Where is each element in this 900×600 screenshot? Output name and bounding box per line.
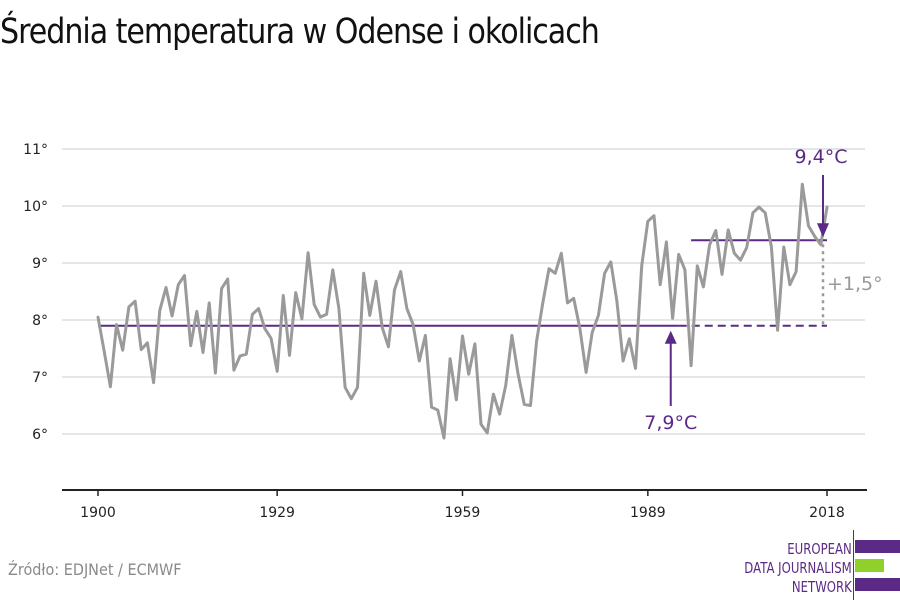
annotation-label-recent-mean: 9,4°C xyxy=(795,146,848,168)
x-tick-label: 1959 xyxy=(445,505,481,521)
annotations: 9,4°C 7,9°C +1,5° xyxy=(644,146,882,434)
annotation-label-difference: +1,5° xyxy=(827,273,883,295)
series-line xyxy=(96,182,829,440)
x-tick-label: 1900 xyxy=(80,505,116,521)
logo-line-1: EUROPEAN xyxy=(787,540,852,558)
x-tick-label: 1929 xyxy=(259,505,295,521)
gridlines xyxy=(62,148,865,435)
logo-divider xyxy=(853,530,854,600)
source-credit: Źródło: EDJNet / ECMWF xyxy=(8,560,182,579)
x-tick-label: 1989 xyxy=(630,505,666,521)
logo-line-3: NETWORK xyxy=(792,578,852,596)
y-tick-label: 6° xyxy=(32,427,48,443)
chart-title: Średnia temperatura w Odense i okolicach xyxy=(0,12,600,52)
x-tick-label: 2018 xyxy=(809,505,845,521)
y-tick-label: 10° xyxy=(23,199,48,215)
logo-line-2: DATA JOURNALISM xyxy=(744,559,852,577)
y-axis-tick-labels: 6° 7° 8° 9° 10° 11° xyxy=(23,142,48,443)
y-tick-label: 11° xyxy=(23,142,48,158)
y-tick-label: 9° xyxy=(32,256,48,272)
x-axis: 1900 1929 1959 1989 2018 xyxy=(62,489,867,521)
logo-bar-middle xyxy=(855,559,884,572)
logo-bar-bottom xyxy=(855,578,900,591)
logo-bar-top xyxy=(855,540,900,553)
arrow-down-icon xyxy=(817,223,829,238)
annotation-label-baseline-mean: 7,9°C xyxy=(644,412,697,434)
y-tick-label: 7° xyxy=(32,370,48,386)
arrow-up-icon xyxy=(664,330,677,344)
logo-text: EUROPEAN DATA JOURNALISM NETWORK xyxy=(745,540,852,597)
series-layer xyxy=(96,182,829,440)
y-tick-label: 8° xyxy=(32,313,48,329)
edjnet-logo[interactable]: EUROPEAN DATA JOURNALISM NETWORK xyxy=(740,530,900,600)
